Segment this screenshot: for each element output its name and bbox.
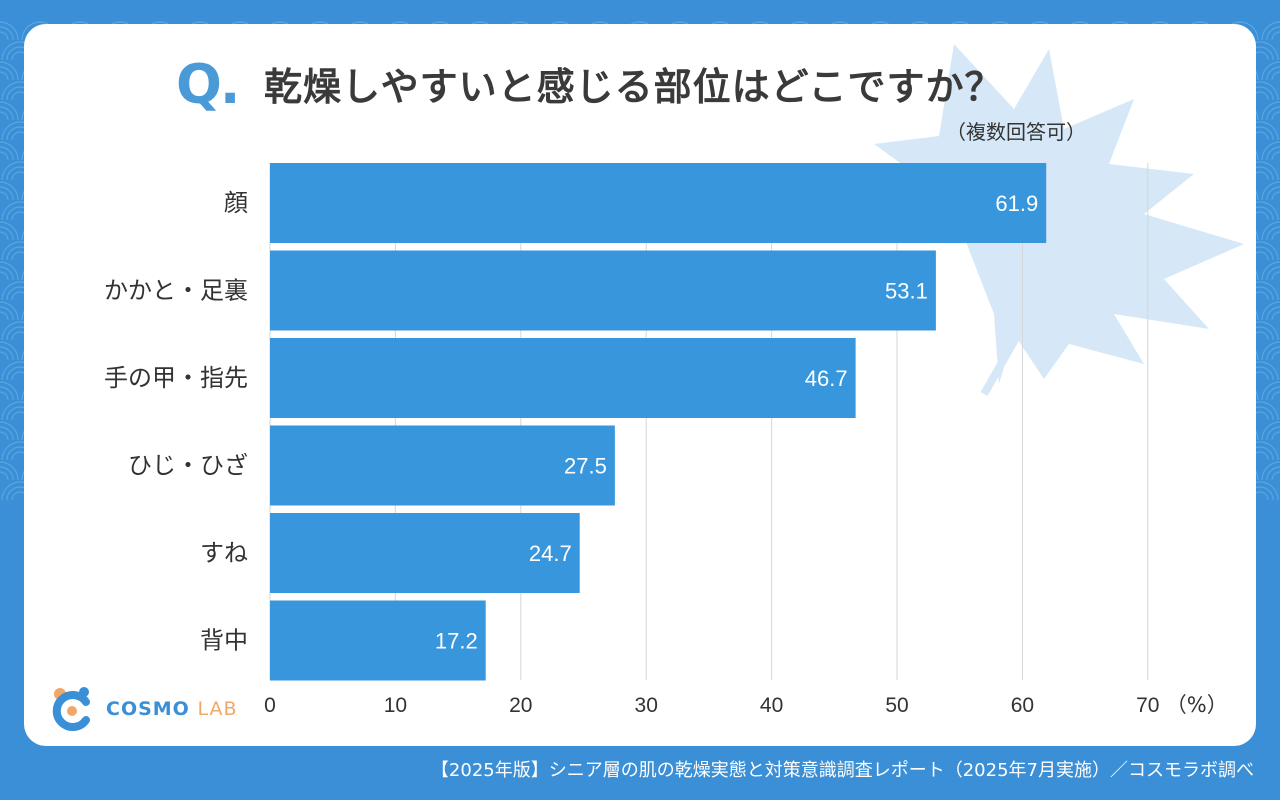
bar: [270, 338, 856, 418]
bar-value-label: 53.1: [885, 279, 928, 304]
chart-title: 乾燥しやすいと感じる部位はどこですか？: [264, 65, 1004, 109]
cosmo-lab-logo-icon: [52, 687, 90, 731]
x-tick-label: 30: [635, 694, 658, 717]
x-axis-unit-label: （%）: [1166, 693, 1228, 717]
maple-leaf-decoration: [874, 44, 1244, 396]
source-footer: 【2025年版】シニア層の肌の乾燥実態と対策意識調査レポート（2025年7月実施…: [430, 760, 1254, 781]
bar-value-label: 24.7: [529, 541, 572, 566]
x-tick-label: 60: [1011, 694, 1034, 717]
x-tick-label: 70: [1136, 694, 1159, 717]
question-mark-label: Q.: [176, 53, 240, 116]
bar: [270, 250, 936, 331]
bar-chart: 61.9 53.1 46.7 27.5 24.7 17.2 顔かかと・足裏手の甲・指先ひじ…: [104, 163, 1228, 717]
logo-text: COSMO LAB: [106, 698, 238, 720]
bars: 61.9 53.1 46.7 27.5 24.7 17.2: [270, 163, 1047, 681]
bar-value-label: 27.5: [564, 454, 607, 479]
maple-leaf-stem: [980, 322, 1028, 396]
bar: [270, 513, 580, 593]
x-tick-label: 10: [384, 694, 407, 717]
grid-lines: [269, 163, 1149, 680]
x-tick-label: 40: [760, 694, 783, 717]
category-label: かかと・足裏: [104, 277, 248, 305]
x-tick-label: 0: [264, 694, 276, 717]
chart-card: Q. 乾燥しやすいと感じる部位はどこですか？ （複数回答可） 61.9 53.1 4…: [24, 24, 1256, 746]
category-label: 背中: [200, 627, 248, 655]
bar-value-label: 17.2: [435, 629, 478, 654]
bar: [270, 425, 615, 506]
x-tick-label: 50: [885, 694, 908, 717]
chart-subtitle: （複数回答可）: [946, 120, 1086, 144]
logo-main-text: COSMO: [106, 698, 190, 720]
category-label: すね: [200, 539, 248, 567]
bar: [270, 163, 1047, 243]
bar-value-label: 46.7: [805, 366, 848, 391]
category-label: ひじ・ひざ: [128, 452, 248, 480]
x-tick-label: 20: [509, 694, 532, 717]
cosmo-lab-logo: COSMO LAB: [46, 684, 246, 732]
category-label: 手の甲・指先: [104, 364, 248, 392]
category-label: 顔: [224, 189, 248, 217]
bar: [270, 600, 486, 681]
x-axis-ticks: 0 10 20 30 40 50 60 70 （%）: [264, 693, 1228, 717]
bar-value-label: 61.9: [995, 191, 1038, 216]
logo-sub-text: LAB: [197, 698, 238, 720]
maple-leaf-icon: [874, 44, 1244, 384]
